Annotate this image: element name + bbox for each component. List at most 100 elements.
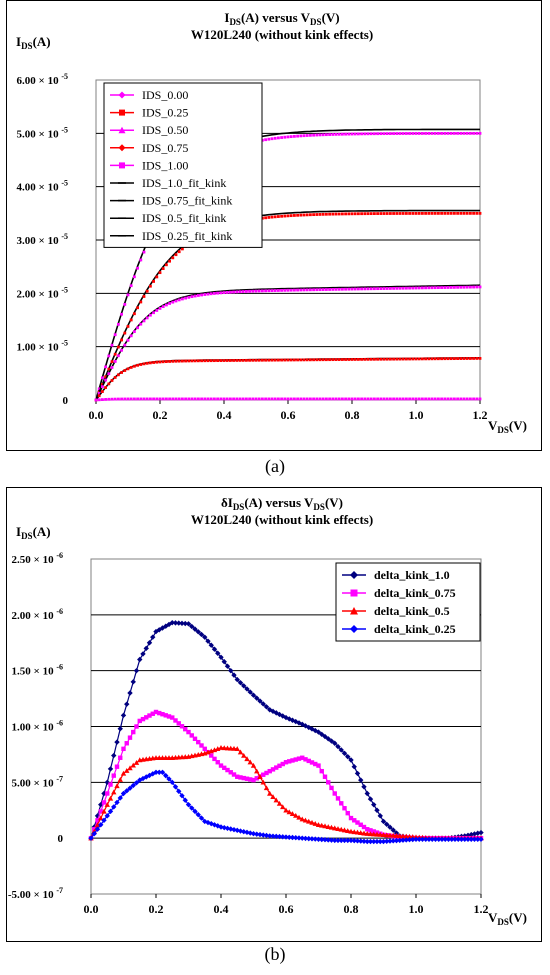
data-point-IDS_0.00 [405,397,408,401]
data-point-IDS_0.00 [104,398,107,401]
data-point-delta_kink_1.0 [146,640,153,646]
data-point-delta_kink_0.75 [176,721,181,726]
data-point-IDS_0.50 [193,294,197,298]
data-point-IDS_1.00 [286,135,290,139]
legend-label: IDS_0.75_fit_kink [142,194,232,208]
data-point-IDS_0.75 [462,211,466,215]
data-point-IDS_0.25 [385,357,389,361]
data-point-delta_kink_1.0 [354,770,361,777]
data-point-IDS_0.00 [200,397,203,401]
data-point-IDS_0.25 [469,357,472,360]
data-point-IDS_0.50 [145,316,149,320]
chart-a-title: IDS(A) versus VDS(V) [224,10,339,27]
data-point-delta_kink_0.25 [361,838,367,844]
data-point-IDS_0.75 [417,212,421,215]
y-axis-label: IDS(A) [16,524,51,541]
data-point-delta_kink_0.5 [250,762,257,768]
data-point-IDS_0.75 [446,211,450,215]
data-point-IDS_0.25 [149,361,152,365]
data-point-IDS_1.00 [325,133,328,137]
data-point-delta_kink_0.25 [475,836,481,842]
data-point-IDS_0.50 [197,294,200,297]
data-point-IDS_1.00 [379,132,383,136]
data-point-delta_kink_0.5 [338,826,344,832]
data-point-IDS_0.00 [376,397,379,401]
data-point-delta_kink_0.5 [354,829,361,835]
data-point-IDS_1.00 [446,131,450,135]
data-point-IDS_0.50 [155,309,159,312]
data-point-IDS_1.00 [459,131,463,135]
data-point-IDS_0.50 [245,290,248,293]
data-point-IDS_0.00 [363,397,367,401]
data-point-delta_kink_0.25 [114,799,120,806]
data-point-IDS_1.00 [133,275,136,279]
data-point-IDS_1.00 [283,135,287,139]
data-point-IDS_0.75 [347,212,351,216]
data-point-delta_kink_0.75 [277,763,282,769]
data-point-delta_kink_0.5 [234,746,240,752]
data-point-IDS_0.25 [475,357,479,360]
x-tick-label: 1.0 [409,902,424,916]
data-point-delta_kink_0.75 [192,736,198,741]
data-point-delta_kink_0.25 [205,819,211,826]
data-point-IDS_0.75 [267,216,271,219]
data-point-IDS_0.75 [289,214,293,218]
data-point-IDS_1.00 [321,133,325,137]
data-point-delta_kink_1.0 [205,638,211,644]
data-point-IDS_0.75 [152,280,155,283]
data-point-delta_kink_0.75 [150,711,155,716]
data-point-IDS_0.25 [123,369,127,372]
data-point-delta_kink_0.5 [361,830,367,836]
data-point-IDS_0.75 [318,213,322,216]
data-point-IDS_0.50 [149,313,152,317]
data-point-IDS_0.00 [392,397,395,401]
data-point-IDS_0.00 [395,397,399,401]
data-point-delta_kink_0.75 [134,724,139,729]
data-point-delta_kink_0.75 [218,763,224,768]
data-point-IDS_0.25 [456,357,459,360]
data-point-IDS_0.00 [446,397,450,401]
data-point-IDS_0.00 [472,397,475,401]
data-point-IDS_0.75 [337,212,341,216]
data-point-IDS_0.25 [145,361,149,365]
data-point-IDS_0.50 [165,303,168,307]
data-point-IDS_0.75 [430,211,434,215]
data-point-IDS_0.25 [318,358,322,362]
data-point-delta_kink_0.5 [130,762,136,768]
data-point-IDS_0.25 [245,358,248,362]
data-point-IDS_0.00 [248,397,251,401]
data-point-IDS_1.00 [350,132,354,136]
data-point-IDS_0.75 [360,212,363,216]
x-tick-label: 1.2 [473,408,488,422]
data-point-IDS_0.75 [117,345,120,349]
legend-marker [350,571,358,579]
legend-label: IDS_0.25 [142,106,188,120]
data-point-delta_kink_0.25 [153,769,159,775]
data-point-IDS_0.75 [123,331,127,335]
data-point-IDS_0.50 [440,286,443,289]
data-point-IDS_0.50 [200,293,203,297]
legend-marker [119,162,125,169]
data-point-delta_kink_1.0 [107,766,114,772]
data-point-delta_kink_0.75 [137,718,142,724]
data-point-delta_kink_0.25 [179,793,185,799]
data-point-IDS_1.00 [142,250,146,254]
data-point-IDS_0.75 [411,212,415,215]
data-point-delta_kink_1.0 [325,736,331,742]
data-point-delta_kink_1.0 [267,707,273,713]
data-point-delta_kink_0.25 [345,837,351,844]
data-point-IDS_0.75 [312,213,315,217]
data-point-IDS_0.00 [126,397,130,401]
series-group [88,619,484,845]
data-point-IDS_0.25 [133,364,136,368]
data-point-IDS_1.00 [462,131,466,135]
data-point-IDS_0.50 [229,290,232,294]
data-point-IDS_1.00 [405,132,408,135]
data-point-IDS_0.50 [360,287,363,291]
data-point-delta_kink_0.25 [241,828,247,835]
data-point-IDS_0.25 [437,357,440,361]
data-point-delta_kink_0.25 [172,784,179,790]
data-point-IDS_0.75 [472,211,475,215]
data-point-IDS_0.50 [395,286,399,290]
data-point-IDS_0.00 [136,397,139,401]
